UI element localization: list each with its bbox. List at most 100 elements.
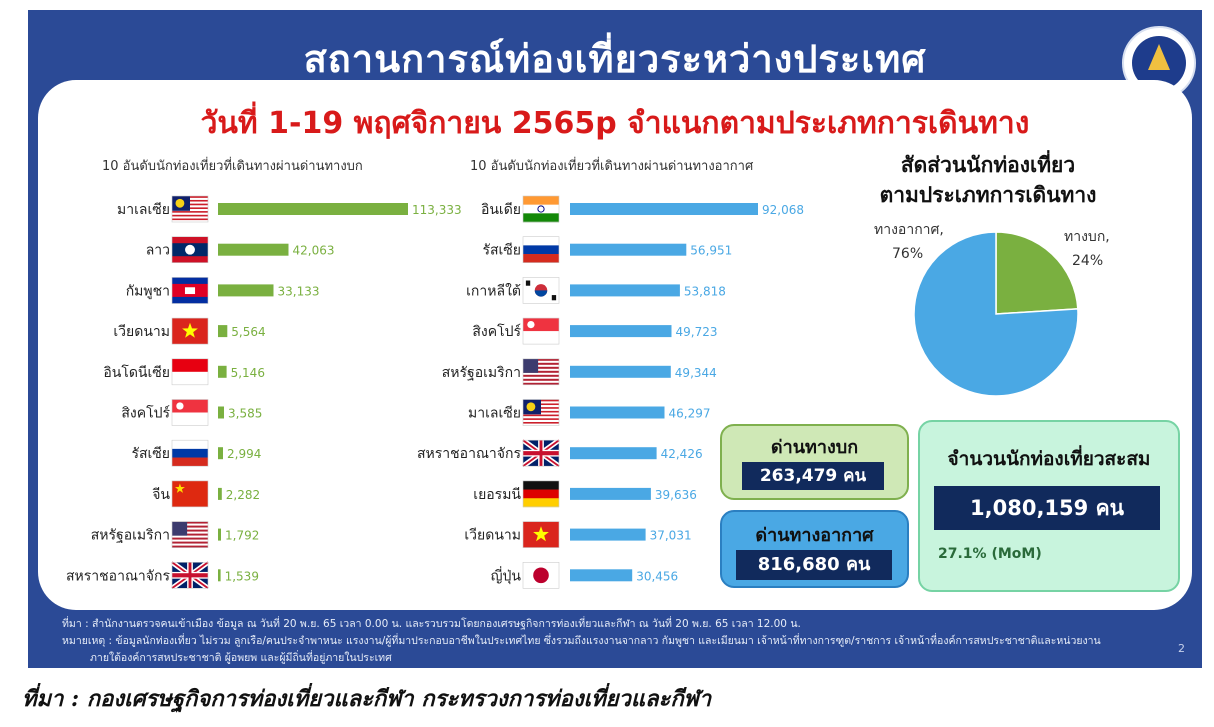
slide-subtitle: วันที่ 1-19 พฤศจิกายน 2565p จำแนกตามประเ… [200,106,1030,141]
korea-flag-icon [522,277,560,304]
vietnam-flag-icon [522,521,560,548]
air-bar-chart: อินเดีย 92,068 รัสเซีย 56,951 เกาหลีใต้ 53,81… [417,195,804,589]
value-label: 5,564 [231,325,265,339]
malaysia-flag-icon [522,399,560,426]
bar [570,203,758,215]
growth-rate: 27.1% (MoM) [938,546,1042,562]
pie-label-land-name: ทางบก, [1064,229,1110,245]
value-label: 42,426 [661,447,703,461]
category-label: จีน [152,487,170,503]
ministry-logo [1122,26,1196,100]
bar [218,243,289,256]
cumulative-total-value: 1,080,159 คน [934,486,1160,530]
value-label: 1,792 [225,529,259,543]
pie-label-air: ทางอากาศ, 76% [874,218,944,266]
value-label: 1,539 [225,569,259,583]
slide-title: สถานการณ์ท่องเที่ยวระหว่างประเทศ [303,37,927,81]
value-label: 2,282 [226,488,260,502]
category-label: รัสเซีย [131,446,170,462]
bar [218,325,228,338]
bar [570,243,687,256]
bar [218,365,227,378]
category-label: อินโดนีเซีย [103,364,170,381]
russia-flag-icon [171,439,209,467]
category-label: มาเลเซีย [468,406,521,422]
bar [570,325,672,338]
land-chart-title: 10 อันดับนักท่องเที่ยวที่เดินทางผ่านด่าน… [102,157,363,174]
bar [218,528,221,541]
cumulative-total-label: จำนวนนักท่องเที่ยวสะสม [947,448,1151,470]
pie-chart-title: สัดส่วนนักท่องเที่ยว ตามประเภทการเดินทาง [838,150,1138,210]
category-label: สหราชอาณาจักร [417,446,521,462]
category-label: กัมพูชา [126,283,170,299]
travel-type-pie-chart [913,231,1079,397]
land-total-card: ด่านทางบก 263,479 คน [720,424,909,500]
category-label: เกาหลีใต้ [466,282,521,299]
bar [218,284,274,297]
air-total-card: ด่านทางอากาศ 816,680 คน [720,510,909,588]
category-label: สหรัฐอเมริกา [91,528,170,544]
category-label: เวียดนาม [464,528,521,544]
value-label: 49,723 [676,325,718,339]
category-label: อินเดีย [481,202,521,218]
vietnam-flag-icon [171,317,209,345]
category-label: สิงคโปร์ [472,323,521,340]
indonesia-flag-icon [171,358,209,386]
bar [570,528,646,541]
value-label: 56,951 [690,244,732,258]
charts-canvas: 10 อันดับนักท่องเที่ยวที่เดินทางผ่านด่าน… [66,157,1079,591]
bar [218,406,224,419]
bar [570,406,665,419]
value-label: 42,063 [293,244,335,258]
category-label: รัสเซีย [482,243,521,259]
pie-slice [995,231,1079,315]
value-label: 33,133 [278,284,320,298]
value-label: 3,585 [228,407,262,421]
pie-label-land: ทางบก, 24% [1064,225,1110,273]
bar [218,569,221,582]
bar [570,365,671,378]
pie-label-land-value: 24% [1072,253,1104,269]
value-label: 37,031 [650,529,692,543]
footnote-source: ที่มา : สำนักงานตรวจคนเข้าเมือง ข้อมูล ณ… [62,618,801,630]
content-panel: วันที่ 1-19 พฤศจิกายน 2565p จำแนกตามประเ… [38,80,1192,610]
slide: สถานการณ์ท่องเที่ยวระหว่างประเทศ วันที่ … [28,10,1202,668]
category-label: ลาว [146,243,170,259]
category-label: สหราชอาณาจักร [66,568,170,584]
category-label: สิงคโปร์ [121,405,170,422]
category-label: ญี่ปุ่น [491,566,522,584]
russia-flag-icon [522,236,560,263]
value-label: 92,068 [762,203,804,217]
air-chart-title: 10 อันดับนักท่องเที่ยวที่เดินทางผ่านด่าน… [470,157,754,174]
germany-flag-icon [522,480,560,508]
bar [570,447,657,460]
bar [218,447,223,460]
china-flag-icon [171,480,209,508]
land-total-label: ด่านทางบก [770,437,859,458]
category-label: สหรัฐอเมริกา [442,365,521,381]
singapore-flag-icon [171,399,209,426]
logo-crown-icon [1148,44,1170,70]
category-label: มาเลเซีย [117,202,170,218]
usa-flag-icon [171,521,209,548]
land-total-value: 263,479 คน [742,462,884,490]
pie-label-air-value: 76% [892,246,924,262]
bar [218,487,222,500]
value-label: 46,297 [669,407,711,421]
uk-flag-icon [521,438,561,469]
uk-flag-icon [170,560,210,591]
bar [570,487,651,500]
malaysia-flag-icon [171,195,209,223]
category-label: เวียดนาม [113,324,170,340]
usa-flag-icon [522,358,560,386]
bar [570,284,680,297]
india-flag-icon [522,195,560,223]
pie-slice [913,231,1079,397]
value-label: 53,818 [684,284,726,298]
page-number: 2 [1178,642,1185,655]
japan-flag-icon [522,561,560,589]
footnote-remark-cont: ภายใต้องค์การสหประชาชาติ ผู้อพยพ และผู้ม… [90,652,392,664]
category-label: เยอรมนี [473,487,521,503]
value-label: 39,636 [655,488,697,502]
land-bar-chart: มาเลเซีย 113,333 ลาว 42,063 กัมพูชา 33,133 เวี… [66,195,462,591]
